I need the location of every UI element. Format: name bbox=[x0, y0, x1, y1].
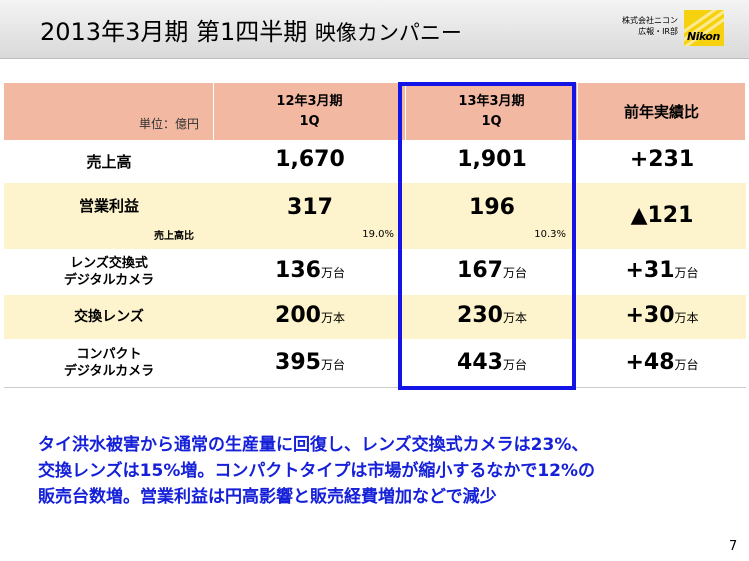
table-row-lenses: 交換レンズ 200万本 230万本 +30万本 bbox=[4, 295, 746, 341]
summary-line-2: 交換レンズは15%増。コンパクトタイプは市場が縮小するなかで12%の bbox=[38, 461, 596, 481]
row-label: 営業利益 bbox=[78, 197, 139, 215]
logo-text: Nikon bbox=[687, 30, 720, 43]
row-label: 交換レンズ bbox=[74, 309, 144, 325]
header-current-year-line2: 1Q bbox=[481, 114, 502, 129]
table-row-compact: コンパクト デジタルカメラ 395万台 443万台 +48万台 bbox=[4, 339, 746, 388]
cell-current: 167 bbox=[457, 258, 503, 283]
cell-yoy: +30 bbox=[625, 303, 675, 328]
company-info: 株式会社ニコン 広報・IR部 bbox=[622, 15, 678, 37]
cell-yoy: +231 bbox=[629, 147, 695, 172]
cell-yoy-unit: 万台 bbox=[674, 358, 699, 372]
nikon-logo: Nikon bbox=[684, 10, 724, 46]
row-sublabel: 売上高比 bbox=[154, 231, 194, 242]
header-yoy: 前年実績比 bbox=[578, 83, 746, 140]
header-current-year: 13年3月期 1Q bbox=[406, 83, 578, 140]
cell-current-unit: 万本 bbox=[502, 311, 527, 325]
header-prev-year-line2: 1Q bbox=[299, 114, 320, 129]
title-bar: 2013年3月期 第1四半期 映像カンパニー 株式会社ニコン 広報・IR部 Ni… bbox=[0, 0, 749, 59]
table-header-row: 単位：億円 12年3月期 1Q 13年3月期 1Q 前年実績比 bbox=[4, 83, 746, 140]
current-period-highlight bbox=[398, 82, 576, 390]
cell-current-unit: 万台 bbox=[502, 266, 527, 280]
header-unit-cell: 単位：億円 bbox=[4, 83, 214, 140]
header-yoy-label: 前年実績比 bbox=[623, 103, 699, 121]
cell-prev-unit: 万本 bbox=[320, 311, 345, 325]
cell-yoy-unit: 万台 bbox=[674, 266, 699, 280]
table-row-operating-income: 営業利益 売上高比 317 19.0% 196 10.3% ▲121 bbox=[4, 183, 746, 251]
page-number: 7 bbox=[729, 539, 738, 554]
cell-current: 230 bbox=[457, 303, 503, 328]
cell-yoy-unit: 万本 bbox=[674, 311, 699, 325]
cell-current: 196 bbox=[469, 195, 515, 220]
cell-prev: 200 bbox=[275, 303, 321, 328]
row-label-line1: レンズ交換式 bbox=[70, 256, 148, 271]
cell-prev-unit: 万台 bbox=[320, 266, 345, 280]
summary-line-1: タイ洪水被害から通常の生産量に回復し、レンズ交換式カメラは23%、 bbox=[38, 435, 589, 455]
row-label: 売上高 bbox=[86, 153, 132, 171]
company-dept: 広報・IR部 bbox=[638, 27, 678, 36]
summary-line-3: 販売台数増。営業利益は円高影響と販売経費増加などで減少 bbox=[38, 487, 497, 507]
cell-prev-unit: 万台 bbox=[320, 358, 345, 372]
summary-text: タイ洪水被害から通常の生産量に回復し、レンズ交換式カメラは23%、 交換レンズは… bbox=[38, 432, 728, 510]
unit-label: 単位：億円 bbox=[138, 117, 199, 131]
header-current-year-line1: 13年3月期 bbox=[458, 94, 525, 109]
row-label-line2: デジタルカメラ bbox=[63, 364, 155, 379]
cell-yoy: ▲121 bbox=[630, 203, 694, 228]
cell-prev: 395 bbox=[275, 350, 321, 375]
cell-current-unit: 万台 bbox=[502, 358, 527, 372]
cell-yoy: +31 bbox=[625, 258, 675, 283]
header-prev-year: 12年3月期 1Q bbox=[214, 83, 406, 140]
cell-current: 443 bbox=[457, 350, 503, 375]
header-prev-year-line1: 12年3月期 bbox=[276, 94, 343, 109]
page-title: 2013年3月期 第1四半期 映像カンパニー bbox=[40, 12, 462, 47]
company-name: 株式会社ニコン bbox=[622, 16, 678, 25]
cell-current: 1,901 bbox=[457, 147, 527, 172]
title-sub: 映像カンパニー bbox=[314, 21, 462, 45]
row-label-line1: コンパクト bbox=[76, 347, 142, 362]
table-row-ilc: レンズ交換式 デジタルカメラ 136万台 167万台 +31万台 bbox=[4, 249, 746, 297]
cell-prev: 136 bbox=[275, 258, 321, 283]
row-label-line2: デジタルカメラ bbox=[63, 273, 155, 288]
cell-prev-pct: 19.0% bbox=[362, 229, 394, 240]
cell-prev: 1,670 bbox=[275, 147, 345, 172]
cell-yoy: +48 bbox=[625, 350, 675, 375]
table-row-sales: 売上高 1,670 1,901 +231 bbox=[4, 140, 746, 185]
cell-prev: 317 bbox=[287, 195, 333, 220]
title-main: 2013年3月期 第1四半期 bbox=[40, 18, 308, 46]
cell-current-pct: 10.3% bbox=[534, 229, 566, 240]
